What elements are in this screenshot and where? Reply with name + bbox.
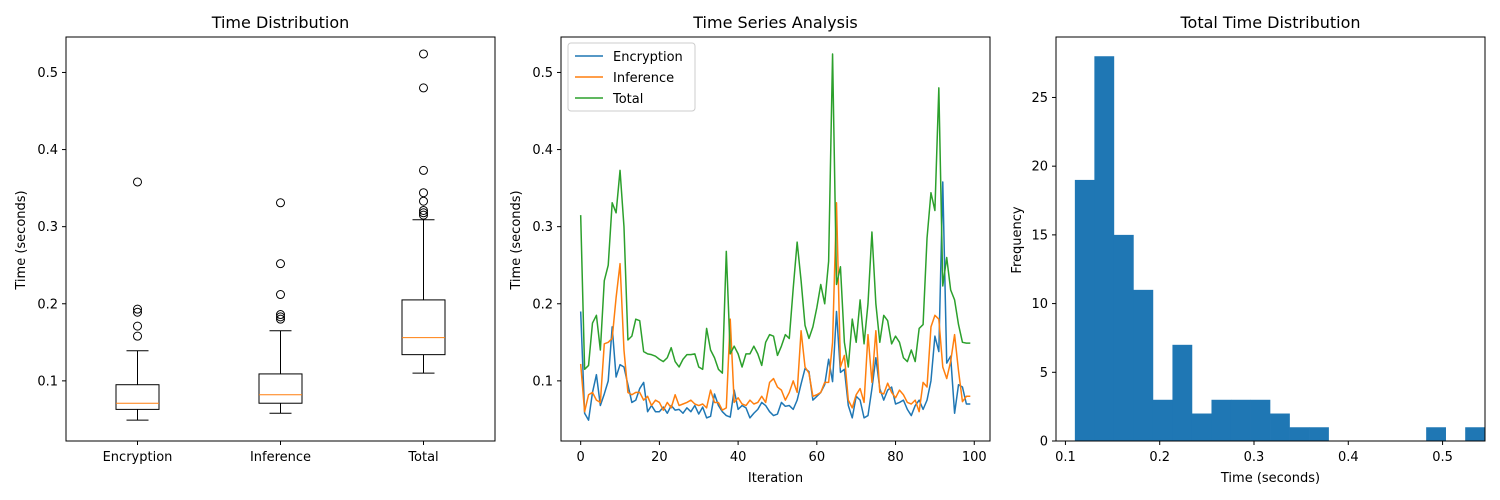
outlier-point (419, 196, 428, 206)
y-tick-label: 5 (1040, 366, 1048, 381)
x-tick-label: 0.2 (1149, 450, 1170, 465)
legend-box (567, 42, 696, 112)
outlier-point (276, 290, 285, 300)
histogram-bar (1309, 427, 1329, 441)
x-axis-label: Iteration (748, 471, 803, 486)
y-tick-label: 10 (1031, 297, 1048, 312)
histogram-bar (1211, 399, 1232, 441)
x-tick-label: 100 (962, 450, 987, 465)
y-axis-label: Frequency (1010, 206, 1025, 273)
outlier-point (419, 188, 428, 198)
y-tick-label: 0.5 (37, 66, 58, 81)
outlier-point (133, 304, 142, 314)
y-tick-label: 0.1 (532, 374, 553, 389)
histogram-bar (1152, 399, 1173, 441)
legend-label-inference: Inference (613, 71, 674, 86)
outlier-point (276, 198, 285, 208)
chart-title: Total Time Distribution (1179, 13, 1360, 32)
x-tick-label: 40 (730, 450, 747, 465)
panel-time-distribution: Time Distribution Time (seconds) 0.1 0.2 0… (14, 13, 496, 465)
histogram-bar (1172, 344, 1193, 441)
y-tick-label: 0.3 (37, 220, 58, 235)
box-body (258, 373, 303, 404)
series-line-encryption (579, 181, 971, 421)
histogram-bar (1191, 413, 1212, 441)
outlier-point (419, 49, 428, 59)
histogram-bar (1094, 56, 1115, 441)
box-inference (258, 198, 303, 414)
histogram-bar (1113, 234, 1134, 441)
outlier-point (419, 210, 428, 220)
y-tick-label: 15 (1031, 228, 1048, 243)
x-tick-label: 0.5 (1432, 450, 1453, 465)
histogram-bar (1270, 413, 1290, 441)
x-tick-label: 0.1 (1055, 450, 1076, 465)
y-tick-label: 0.4 (37, 143, 58, 158)
outlier-point (133, 321, 142, 331)
box-body (401, 299, 446, 356)
outlier-point (133, 177, 142, 187)
y-tick-label: 0.2 (37, 297, 58, 312)
plot-frame (1055, 36, 1486, 442)
box-body (115, 384, 160, 410)
outlier-point (419, 165, 428, 175)
y-tick-label: 0.3 (532, 220, 553, 235)
x-tick-label: Inference (250, 450, 311, 465)
x-tick-label: 60 (809, 450, 826, 465)
plot-frame (65, 36, 496, 442)
y-tick-label: 0.1 (37, 374, 58, 389)
outlier-point (133, 307, 142, 317)
outlier-point (419, 208, 428, 218)
histogram-bar (1133, 289, 1154, 441)
plot-frame (560, 36, 991, 442)
legend-label-total: Total (612, 92, 643, 107)
outlier-point (133, 331, 142, 341)
y-tick-label: 20 (1031, 160, 1048, 175)
x-tick-label: 0.4 (1338, 450, 1359, 465)
panel-total-time-distribution: Total Time Distribution Time (seconds) F… (1010, 13, 1486, 486)
histogram-bar (1426, 427, 1446, 441)
y-tick-label: 0 (1040, 435, 1048, 450)
series-line-inference (579, 202, 971, 413)
x-tick-label: 0.3 (1244, 450, 1265, 465)
outlier-point (276, 312, 285, 322)
outlier-point (419, 205, 428, 215)
x-tick-label: 80 (887, 450, 904, 465)
histogram-bar (1074, 179, 1095, 441)
x-tick-label: 0 (577, 450, 585, 465)
histogram-bar (1465, 427, 1486, 441)
chart-title: Time Distribution (211, 13, 350, 32)
x-tick-label: Encryption (103, 450, 173, 465)
series-line-total (579, 53, 971, 374)
x-axis-label: Time (seconds) (1220, 471, 1320, 486)
panel-time-series: Time Series Analysis Iteration Time (sec… (509, 13, 991, 486)
y-tick-label: 25 (1031, 91, 1048, 106)
box-encryption (115, 177, 160, 421)
x-tick-label: 20 (651, 450, 668, 465)
histogram-bar (1230, 399, 1251, 441)
chart-title: Time Series Analysis (692, 13, 857, 32)
box-total (401, 49, 446, 374)
outlier-point (276, 259, 285, 269)
legend: Encryption Inference Total (567, 42, 696, 112)
y-axis-label: Time (seconds) (509, 190, 524, 290)
histogram-bar (1289, 427, 1310, 441)
outlier-point (276, 310, 285, 320)
legend-label-encryption: Encryption (613, 50, 683, 65)
outlier-point (276, 314, 285, 324)
x-tick-label: Total (407, 450, 438, 465)
y-axis-label: Time (seconds) (14, 190, 29, 290)
histogram-bar (1250, 399, 1271, 441)
outlier-point (419, 83, 428, 93)
y-tick-label: 0.5 (532, 66, 553, 81)
y-tick-label: 0.2 (532, 297, 553, 312)
y-tick-label: 0.4 (532, 143, 553, 158)
